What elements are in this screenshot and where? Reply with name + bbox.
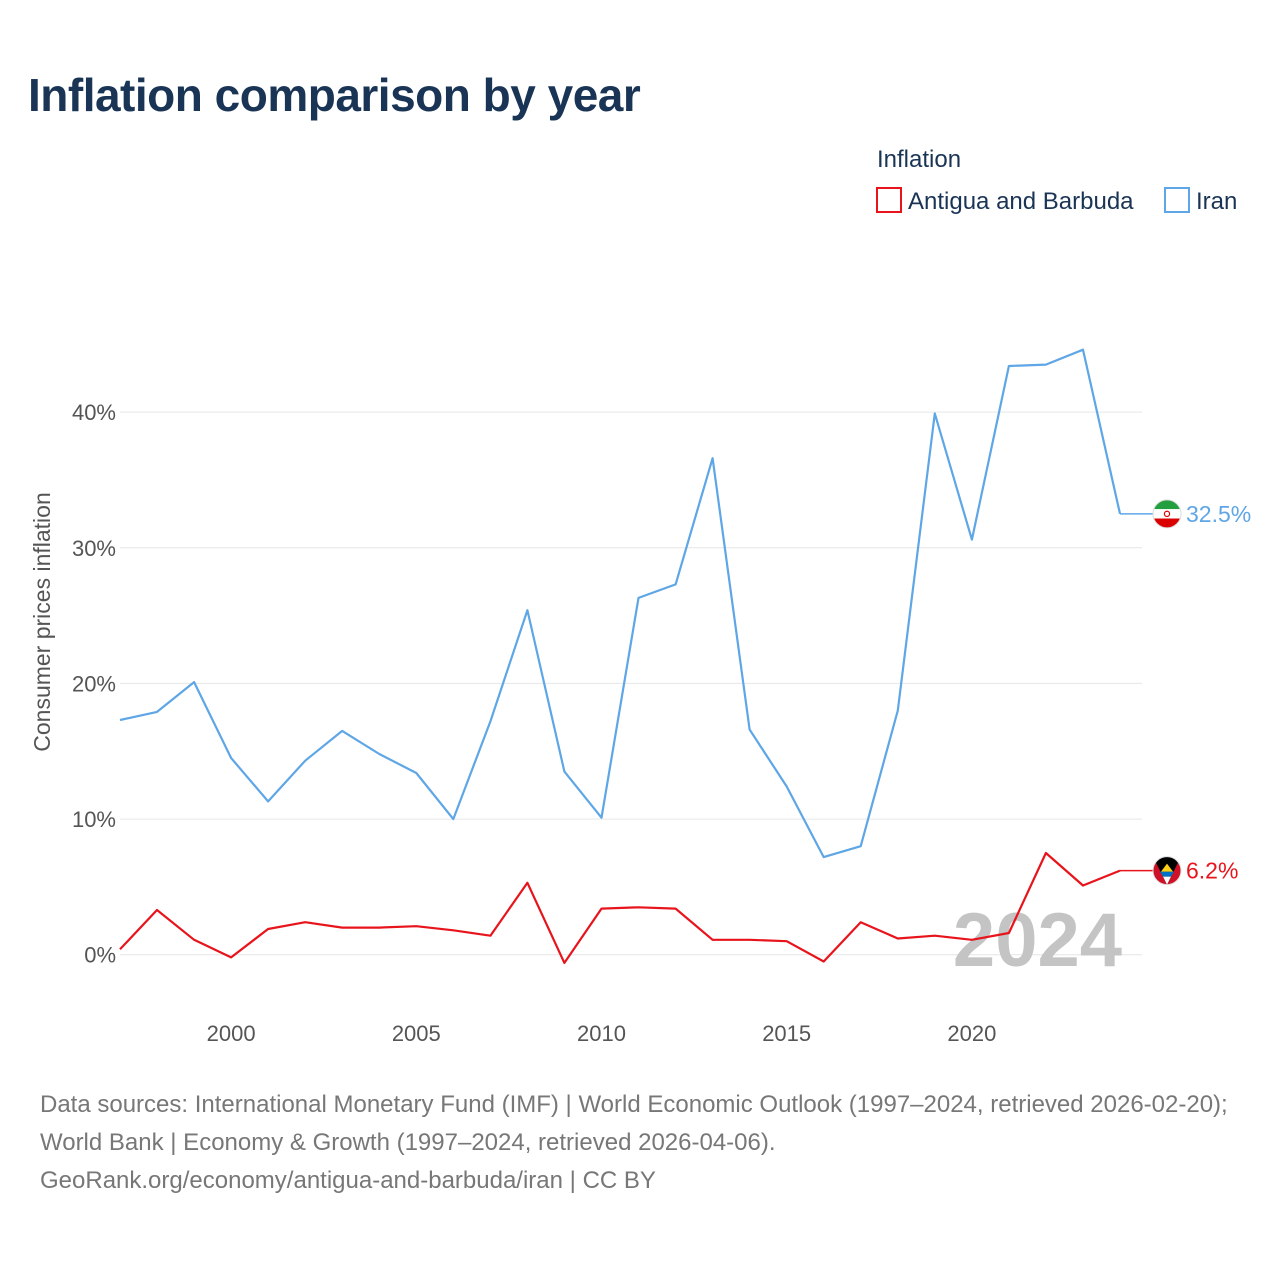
data-point-iran[interactable]: [633, 592, 645, 604]
data-point-antigua-and-barbuda[interactable]: [818, 956, 830, 968]
antigua-and-barbuda-flag-icon: [1152, 856, 1182, 886]
iran-flag-icon: [1152, 499, 1182, 529]
data-point-iran[interactable]: [484, 715, 496, 727]
data-point-iran[interactable]: [670, 578, 682, 590]
data-point-iran[interactable]: [1003, 360, 1015, 372]
y-axis-label: Consumer prices inflation: [29, 492, 55, 752]
data-point-antigua-and-barbuda[interactable]: [188, 934, 200, 946]
data-point-antigua-and-barbuda[interactable]: [744, 934, 756, 946]
legend-swatch-iran[interactable]: [1164, 187, 1190, 213]
data-point-antigua-and-barbuda[interactable]: [633, 901, 645, 913]
data-point-antigua-and-barbuda[interactable]: [1077, 880, 1089, 892]
data-point-iran[interactable]: [929, 407, 941, 419]
source-citation: Data sources: International Monetary Fun…: [40, 1091, 1228, 1156]
legend-title: Inflation: [877, 146, 961, 173]
year-watermark: 2024: [953, 898, 1122, 983]
data-point-iran[interactable]: [336, 725, 348, 737]
data-point-antigua-and-barbuda[interactable]: [670, 903, 682, 915]
data-point-antigua-and-barbuda[interactable]: [447, 924, 459, 936]
data-point-iran[interactable]: [225, 752, 237, 764]
data-point-antigua-and-barbuda[interactable]: [373, 922, 385, 934]
y-tick-label: 10%: [72, 807, 116, 832]
data-point-antigua-and-barbuda[interactable]: [336, 922, 348, 934]
series-line-iran[interactable]: [119, 348, 1122, 859]
data-point-iran[interactable]: [151, 706, 163, 718]
chart-title: Inflation comparison by year: [28, 69, 641, 121]
y-tick-label: 0%: [84, 943, 116, 968]
chart-area: 0% 10% 20% 30% 40% 2000 2005 2010 2015 2020 Cons…: [29, 146, 1251, 1046]
y-tick-label: 30%: [72, 536, 116, 561]
data-point-antigua-and-barbuda[interactable]: [892, 932, 904, 944]
series-line-antigua-and-barbuda[interactable]: [119, 851, 1121, 965]
x-tick-label: 2015: [762, 1021, 811, 1046]
x-axis-ticks: 2000 2005 2010 2015 2020: [207, 1021, 997, 1046]
data-point-antigua-and-barbuda[interactable]: [262, 923, 274, 935]
y-tick-label: 20%: [72, 671, 116, 696]
data-point-iran[interactable]: [744, 724, 756, 736]
data-point-iran[interactable]: [707, 452, 719, 464]
data-point-iran[interactable]: [781, 781, 793, 793]
legend-label-iran[interactable]: Iran: [1196, 188, 1237, 215]
data-point-antigua-and-barbuda[interactable]: [855, 916, 867, 928]
data-point-antigua-and-barbuda[interactable]: [1003, 927, 1015, 939]
data-point-iran[interactable]: [558, 766, 570, 778]
data-point-iran[interactable]: [1077, 344, 1089, 356]
data-point-iran[interactable]: [262, 795, 274, 807]
data-point-antigua-and-barbuda[interactable]: [410, 920, 422, 932]
data-point-iran[interactable]: [299, 755, 311, 767]
data-point-iran[interactable]: [373, 748, 385, 760]
legend-swatch-antigua-and-barbuda[interactable]: [876, 187, 902, 213]
y-tick-label: 40%: [72, 400, 116, 425]
data-point-iran[interactable]: [114, 714, 126, 726]
data-point-antigua-and-barbuda[interactable]: [707, 934, 719, 946]
data-point-iran[interactable]: [447, 813, 459, 825]
data-point-iran[interactable]: [410, 767, 422, 779]
series-lines: [114, 344, 1122, 969]
legend: Inflation Antigua and Barbuda Iran: [876, 146, 1237, 215]
end-markers: 6.2% 32.5%: [1120, 499, 1251, 886]
data-point-antigua-and-barbuda[interactable]: [484, 930, 496, 942]
data-point-antigua-and-barbuda[interactable]: [114, 943, 126, 955]
x-tick-label: 2010: [577, 1021, 626, 1046]
source-url: GeoRank.org/economy/antigua-and-barbuda/…: [40, 1167, 656, 1194]
end-value-label-antigua-and-barbuda: 6.2%: [1186, 858, 1238, 884]
data-point-antigua-and-barbuda[interactable]: [558, 957, 570, 969]
data-point-iran[interactable]: [188, 676, 200, 688]
data-point-iran[interactable]: [595, 812, 607, 824]
x-tick-label: 2005: [392, 1021, 441, 1046]
gridlines: [120, 411, 1142, 956]
y-axis-ticks: 0% 10% 20% 30% 40%: [72, 400, 116, 968]
data-point-iran[interactable]: [855, 840, 867, 852]
data-point-antigua-and-barbuda[interactable]: [781, 935, 793, 947]
data-point-antigua-and-barbuda[interactable]: [595, 903, 607, 915]
data-point-iran[interactable]: [818, 851, 830, 863]
data-point-antigua-and-barbuda[interactable]: [966, 934, 978, 946]
end-value-label-iran: 32.5%: [1186, 501, 1251, 527]
data-point-antigua-and-barbuda[interactable]: [1040, 847, 1052, 859]
data-point-iran[interactable]: [1040, 359, 1052, 371]
x-tick-label: 2020: [947, 1021, 996, 1046]
data-point-iran[interactable]: [521, 604, 533, 616]
data-point-antigua-and-barbuda[interactable]: [521, 877, 533, 889]
legend-label-antigua-and-barbuda[interactable]: Antigua and Barbuda: [908, 188, 1134, 215]
data-point-iran[interactable]: [966, 534, 978, 546]
footer-sources: Data sources: International Monetary Fun…: [40, 1086, 1250, 1200]
data-point-antigua-and-barbuda[interactable]: [929, 930, 941, 942]
x-tick-label: 2000: [207, 1021, 256, 1046]
data-point-antigua-and-barbuda[interactable]: [225, 951, 237, 963]
data-point-antigua-and-barbuda[interactable]: [299, 916, 311, 928]
data-point-iran[interactable]: [892, 705, 904, 717]
data-point-antigua-and-barbuda[interactable]: [151, 904, 163, 916]
